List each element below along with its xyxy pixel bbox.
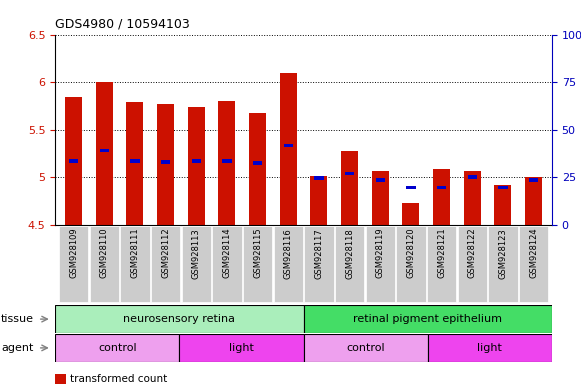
Bar <box>192 159 201 163</box>
Text: GSM928112: GSM928112 <box>161 228 170 278</box>
Text: GSM928121: GSM928121 <box>437 228 446 278</box>
FancyBboxPatch shape <box>488 226 518 302</box>
FancyBboxPatch shape <box>335 226 364 302</box>
Text: GSM928109: GSM928109 <box>69 228 78 278</box>
Text: GSM928115: GSM928115 <box>253 228 262 278</box>
FancyBboxPatch shape <box>457 226 487 302</box>
FancyBboxPatch shape <box>212 226 242 302</box>
Text: tissue: tissue <box>1 314 34 324</box>
FancyBboxPatch shape <box>55 334 180 362</box>
Text: GSM928119: GSM928119 <box>376 228 385 278</box>
Bar <box>403 203 419 225</box>
Bar <box>341 151 358 225</box>
Bar <box>65 97 82 225</box>
Text: GSM928111: GSM928111 <box>130 228 139 278</box>
Bar <box>188 107 205 225</box>
Bar <box>498 186 508 189</box>
Bar <box>468 175 477 179</box>
FancyBboxPatch shape <box>396 226 426 302</box>
Bar <box>433 169 450 225</box>
Text: GSM928113: GSM928113 <box>192 228 201 278</box>
Text: control: control <box>98 343 137 353</box>
Bar <box>161 160 170 164</box>
Text: GSM928120: GSM928120 <box>406 228 415 278</box>
Bar <box>314 176 324 180</box>
Text: GSM928118: GSM928118 <box>345 228 354 278</box>
FancyBboxPatch shape <box>55 305 303 333</box>
FancyBboxPatch shape <box>274 226 303 302</box>
Bar <box>345 172 354 175</box>
FancyBboxPatch shape <box>151 226 180 302</box>
FancyBboxPatch shape <box>59 226 88 302</box>
Bar <box>280 73 297 225</box>
Bar <box>249 113 266 225</box>
FancyBboxPatch shape <box>519 226 548 302</box>
Bar <box>223 159 232 163</box>
Bar <box>437 186 446 189</box>
Bar <box>99 149 109 152</box>
Bar <box>525 177 542 225</box>
FancyBboxPatch shape <box>120 226 150 302</box>
Text: transformed count: transformed count <box>70 374 167 384</box>
FancyBboxPatch shape <box>180 334 303 362</box>
Bar <box>96 82 113 225</box>
Text: GSM928122: GSM928122 <box>468 228 477 278</box>
Text: GSM928123: GSM928123 <box>498 228 507 278</box>
Text: agent: agent <box>1 343 34 353</box>
FancyBboxPatch shape <box>89 226 119 302</box>
Text: retinal pigment epithelium: retinal pigment epithelium <box>353 314 502 324</box>
FancyBboxPatch shape <box>303 334 428 362</box>
Bar <box>218 101 235 225</box>
Bar <box>130 159 139 163</box>
Text: GSM928124: GSM928124 <box>529 228 538 278</box>
Text: GSM928110: GSM928110 <box>100 228 109 278</box>
Bar <box>284 144 293 147</box>
Bar <box>464 171 480 225</box>
Text: GSM928117: GSM928117 <box>314 228 324 278</box>
Text: GSM928116: GSM928116 <box>284 228 293 278</box>
Text: control: control <box>346 343 385 353</box>
Text: neurosensory retina: neurosensory retina <box>123 314 235 324</box>
Bar <box>529 178 538 182</box>
FancyBboxPatch shape <box>304 226 333 302</box>
Bar <box>375 178 385 182</box>
Bar <box>494 185 511 225</box>
Bar <box>69 159 78 163</box>
Text: light: light <box>229 343 254 353</box>
FancyBboxPatch shape <box>303 305 552 333</box>
FancyBboxPatch shape <box>365 226 395 302</box>
Bar <box>127 102 144 225</box>
Bar <box>372 171 389 225</box>
Text: light: light <box>478 343 503 353</box>
Bar <box>406 186 415 189</box>
Text: GDS4980 / 10594103: GDS4980 / 10594103 <box>55 17 190 30</box>
Bar <box>157 104 174 225</box>
Bar <box>310 176 327 225</box>
FancyBboxPatch shape <box>428 334 552 362</box>
FancyBboxPatch shape <box>427 226 456 302</box>
Bar <box>253 161 262 164</box>
Text: GSM928114: GSM928114 <box>223 228 231 278</box>
FancyBboxPatch shape <box>181 226 211 302</box>
FancyBboxPatch shape <box>243 226 272 302</box>
